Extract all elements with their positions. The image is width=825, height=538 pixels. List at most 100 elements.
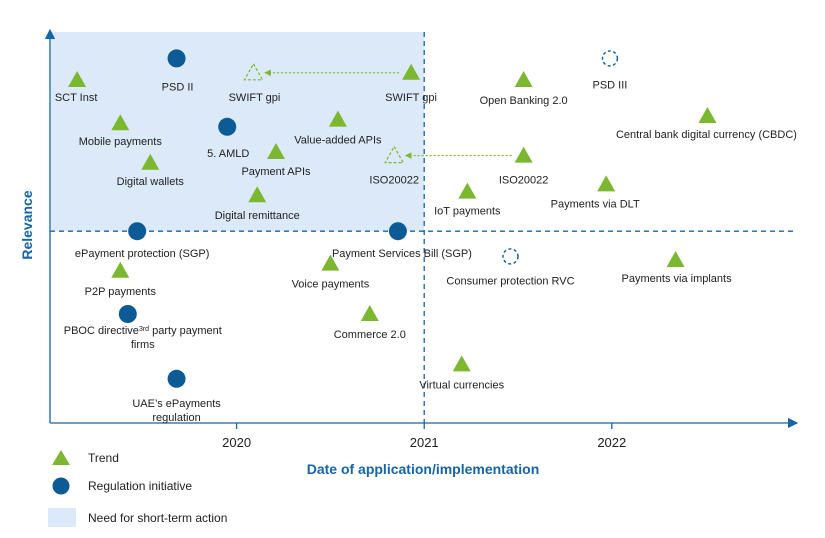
trend-marker [698,107,717,123]
point-label: Digital wallets [117,176,185,188]
x-tick-label: 2020 [222,435,251,450]
regulation-marker [128,222,147,241]
x-tick-label: 2022 [597,435,626,450]
trend-marker [666,251,685,267]
trend-marker [68,71,87,87]
point-swift-gpi-old: SWIFT gpi [229,62,281,104]
point-voice-payments: Voice payments [292,254,370,291]
point-iso20022: ISO20022 [499,146,549,187]
point-label: Value-added APIs [294,135,382,147]
point-payment-apis: Payment APIs [241,143,311,178]
point-label: Digital remittance [215,210,300,222]
point-label: SWIFT gpi [385,92,437,104]
point-label: Payments via DLT [551,198,640,210]
point-label: SCT Inst [55,92,98,104]
point-label: Voice payments [292,279,370,291]
point-label: P2P payments [85,286,157,298]
point-psd-ii: PSD II [162,49,194,93]
short-term-action-region [51,32,425,232]
regulation-marker [388,222,407,241]
point-label: Commerce 2.0 [334,329,406,341]
point-5-amld: 5. AMLD [207,117,249,160]
point-label: UAE’s ePayments [132,398,221,410]
point-label: PSD III [593,79,628,91]
point-label: ISO20022 [369,175,419,187]
point-p2p-payments: P2P payments [85,261,157,298]
point-epayment-protection: ePayment protection (SGP) [75,222,210,260]
point-sct-inst: SCT Inst [55,71,98,104]
trend-marker [243,62,264,81]
regulation-marker [218,117,237,136]
legend-regulation-label: Regulation initiative [88,479,192,493]
trend-marker [452,355,471,372]
trend-marker [321,254,340,271]
trend-marker [111,261,130,278]
point-label: Payment APIs [241,166,311,178]
point-cbdc: Central bank digital currency (CBDC) [616,107,797,141]
point-label: Payment Services Bill (SGP) [332,248,472,260]
x-ticks: 2020 2021 2022 [222,423,626,450]
data-points: SCT Inst PSD II SWIFT gpi SWIFT gpi Mobile p… [55,49,797,424]
point-label: PBOC directive3rd party payment [64,325,222,337]
trend-marker [384,145,405,164]
point-label: 5. AMLD [207,148,249,160]
point-payment-services-bill: Payment Services Bill (SGP) [332,222,472,260]
regulation-marker [502,248,519,265]
trend-marker [248,186,267,203]
trend-marker [328,110,347,127]
point-swift-gpi: SWIFT gpi [385,63,437,104]
point-value-added-apis: Value-added APIs [294,110,382,147]
point-mobile-payments: Mobile payments [79,114,163,148]
point-pboc-directive: PBOC directive3rd party payment firms [64,305,222,351]
legend-short-term-label: Need for short-term action [88,511,227,525]
point-digital-remittance: Digital remittance [215,186,300,222]
point-label: Virtual currencies [419,379,504,391]
x-axis-title: Date of application/implementation [307,461,540,477]
legend-trend-label: Trend [88,451,119,465]
trend-marker [458,182,477,199]
regulation-marker [167,49,186,68]
point-label: Consumer protection RVC [446,275,574,287]
legend-item-short-term: Need for short-term action [48,508,227,527]
trend-marker [360,305,379,321]
trend-marker [514,146,533,163]
point-label: ePayment protection (SGP) [75,248,210,260]
legend-item-regulation: Regulation initiative [52,477,192,495]
point-iso20022-old: ISO20022 [369,145,419,187]
trend-marker [402,63,421,80]
legend-triangle-icon [52,450,70,465]
point-label: Central bank digital currency (CBDC) [616,129,797,141]
trend-marker [141,153,160,170]
point-label: SWIFT gpi [229,92,281,104]
point-label: IoT payments [434,206,501,218]
point-label: Open Banking 2.0 [480,95,568,107]
point-label: Mobile payments [79,136,163,148]
regulation-marker [118,305,137,323]
point-payments-dlt: Payments via DLT [551,175,640,210]
legend-item-trend: Trend [52,450,119,465]
point-digital-wallets: Digital wallets [117,153,185,188]
point-label: ISO20022 [499,175,549,187]
point-consumer-protection: Consumer protection RVC [446,248,575,287]
point-label-line2: firms [131,339,155,351]
point-iot-payments: IoT payments [434,182,501,218]
trend-marker [111,114,130,131]
regulation-marker [167,369,186,388]
legend-circle-icon [52,477,70,495]
legend-square-icon [48,508,76,527]
legend: Trend Regulation initiative Need for sho… [48,450,227,527]
shift-arrows [264,69,512,159]
point-uae-epayments: UAE’s ePayments regulation [132,369,221,424]
regulation-marker [601,50,619,67]
point-label: PSD II [162,81,194,93]
point-payments-implants: Payments via implants [622,251,733,285]
point-label: Payments via implants [622,273,733,285]
point-label-line2: regulation [152,412,200,424]
point-virtual-currencies: Virtual currencies [419,355,505,391]
point-commerce-2: Commerce 2.0 [334,305,406,341]
y-axis-title: Relevance [19,190,35,259]
point-open-banking: Open Banking 2.0 [480,71,568,107]
point-psd-iii: PSD III [593,50,628,91]
trend-marker [597,175,616,192]
